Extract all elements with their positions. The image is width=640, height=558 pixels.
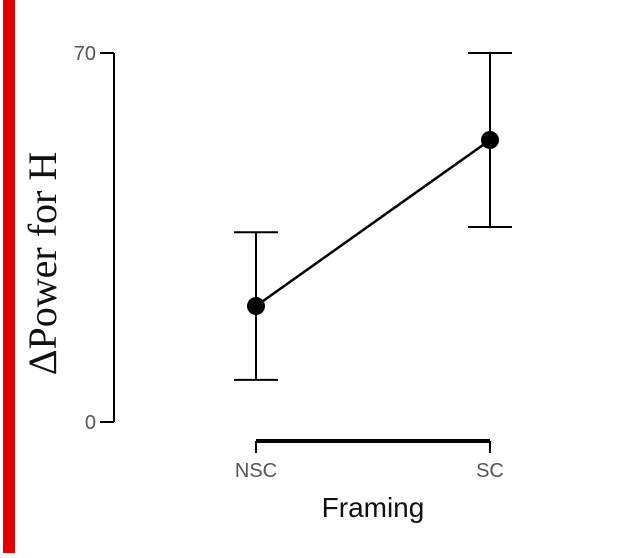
y-tick-label: 70 [74,43,96,65]
frame-accent-bar [3,0,15,553]
x-tick-label: NSC [235,460,277,482]
y-axis-ticks: 0 70 [74,43,114,434]
data-point [247,297,265,316]
y-axis-title: ΔPower for H [20,152,65,375]
y-tick-label: 0 [85,412,96,434]
series-layer [234,52,512,381]
data-point [481,130,499,149]
x-axis-ticks: NSC SC [235,441,504,482]
x-axis-title: Framing [322,492,425,523]
x-tick-label: SC [476,460,504,482]
series-line [255,138,491,308]
